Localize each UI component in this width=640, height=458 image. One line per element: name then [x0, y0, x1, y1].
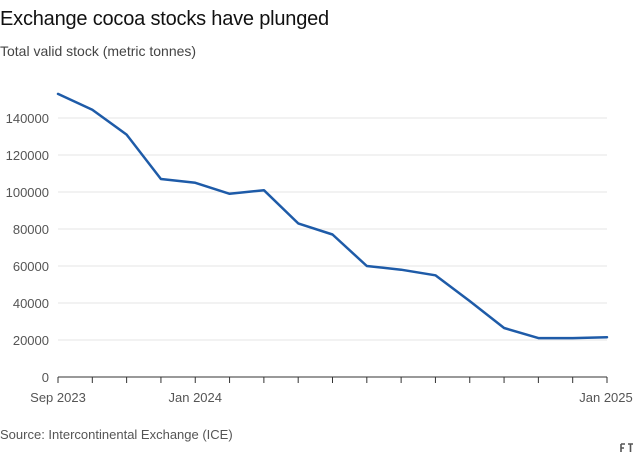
y-tick-label: 60000: [13, 259, 49, 274]
x-axis-ticks: Sep 2023 Jan 2024 Jan 2025: [30, 377, 633, 405]
publisher-logo-icon: [620, 443, 633, 452]
y-tick-label: 0: [42, 370, 49, 385]
y-tick-label: 20000: [13, 333, 49, 348]
y-tick-label: 100000: [6, 185, 49, 200]
x-tick-label: Sep 2023: [30, 390, 86, 405]
y-tick-label: 40000: [13, 296, 49, 311]
line-chart: 020000400006000080000100000120000140000 …: [6, 92, 633, 405]
chart-title: Exchange cocoa stocks have plunged: [0, 8, 329, 30]
y-tick-label: 120000: [6, 148, 49, 163]
y-tick-label: 80000: [13, 222, 49, 237]
x-tick-label: Jan 2024: [169, 390, 223, 405]
y-axis-tick-labels: 0 20000 40000 60000 80000 100000 120000 140000: [6, 111, 49, 385]
series-layer: [56, 92, 609, 340]
series-line: [56, 92, 609, 340]
chart-subtitle: Total valid stock (metric tonnes): [0, 43, 197, 59]
gridlines: [58, 117, 607, 378]
x-tick-label: Jan 2025: [579, 390, 633, 405]
y-tick-label: 140000: [6, 111, 49, 126]
source-note: Source: Intercontinental Exchange (ICE): [0, 427, 233, 442]
